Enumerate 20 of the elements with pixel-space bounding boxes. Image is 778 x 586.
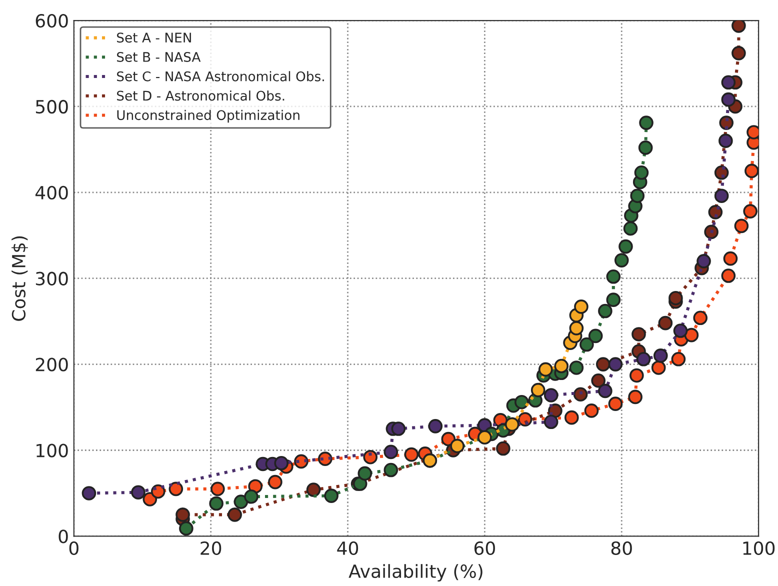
legend-label: Set D - Astronomical Obs. [117, 90, 284, 101]
y-tick-label: 300 [36, 272, 68, 286]
y-axis-title: Cost (M$) [12, 236, 28, 321]
y-tick-label: 100 [36, 444, 68, 458]
x-tick-label: 40 [337, 541, 358, 556]
x-tick-label: 60 [474, 541, 495, 556]
x-axis-title: Availability (%) [348, 564, 482, 582]
y-tick-label: 200 [36, 358, 68, 372]
y-tick-label: 600 [36, 14, 68, 28]
y-tick-label: 0 [58, 530, 68, 544]
y-tick-label: 500 [36, 100, 68, 114]
x-tick-label: 0 [69, 541, 78, 556]
x-tick-label: 80 [611, 541, 632, 556]
legend-label: Unconstrained Optimization [117, 110, 300, 123]
legend-label: Set A - NEN [117, 32, 191, 43]
legend-label: Set C - NASA Astronomical Obs. [117, 71, 324, 82]
x-tick-label: 20 [200, 541, 222, 556]
legend-label: Set B - NASA [117, 52, 201, 62]
x-tick-label: 100 [743, 541, 775, 556]
y-tick-label: 400 [35, 186, 68, 200]
